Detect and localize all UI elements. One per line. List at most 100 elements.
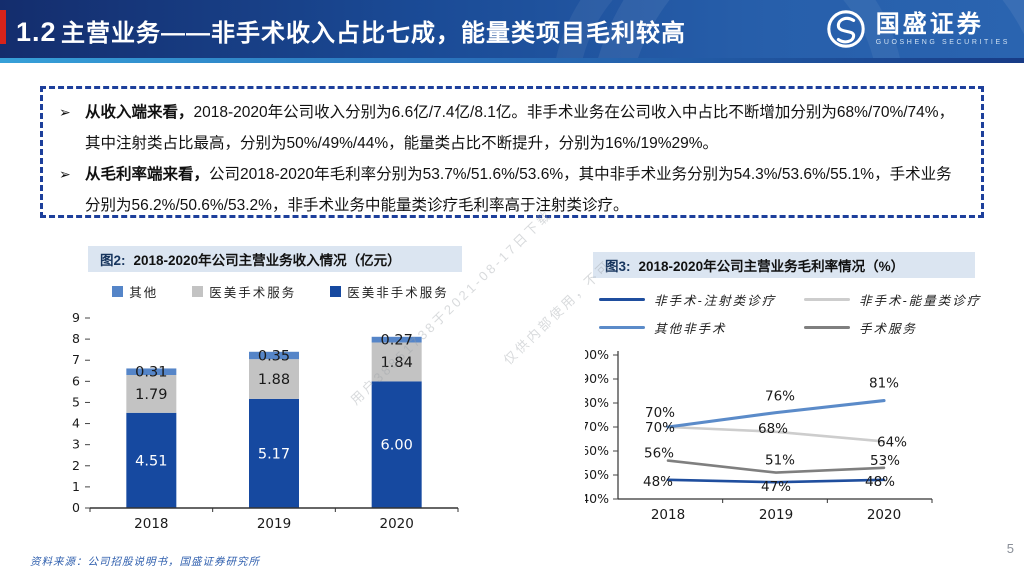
svg-text:0.31: 0.31 (135, 365, 167, 381)
revenue-chart-card: 图2: 2018-2020年公司主营业务收入情况（亿元） 其他 医美手术服务 医美非… (58, 246, 503, 554)
svg-text:100%: 100% (585, 347, 609, 362)
legend-item: 手术服务 (804, 318, 999, 337)
svg-text:68%: 68% (758, 421, 788, 437)
source-note: 资料来源：公司招股说明书，国盛证券研究所 (30, 556, 260, 568)
legend-swatch (804, 298, 850, 301)
margin-chart-title-text: 2018-2020年公司主营业务毛利率情况（%） (638, 259, 905, 274)
legend-label: 医美手术服务 (209, 286, 297, 300)
svg-text:81%: 81% (869, 376, 899, 392)
guosheng-logo-icon (827, 10, 865, 48)
legend-item: 其他非手术 (599, 318, 804, 337)
logo-text: 国盛证券 GUOSHENG SECURITIES (875, 10, 1010, 47)
svg-text:76%: 76% (765, 389, 795, 405)
svg-text:70%: 70% (645, 420, 675, 436)
svg-text:5.17: 5.17 (258, 446, 290, 462)
legend-swatch (330, 286, 342, 297)
svg-text:6.00: 6.00 (381, 438, 413, 454)
svg-text:0.27: 0.27 (381, 333, 413, 349)
svg-text:2: 2 (72, 458, 80, 473)
legend-label: 非手术-注射类诊疗 (654, 294, 777, 308)
svg-text:8: 8 (72, 331, 80, 346)
bullet-margin-text: 公司2018-2020年毛利率分别为53.7%/51.6%/53.6%，其中非手… (85, 166, 952, 214)
red-accent-bar (0, 10, 6, 44)
header-divider (0, 58, 1024, 63)
svg-text:2020: 2020 (379, 516, 413, 532)
figure-2-label: 图2: (100, 253, 126, 268)
legend-item: 医美手术服务 (192, 282, 296, 301)
svg-text:80%: 80% (585, 395, 609, 410)
svg-text:1.79: 1.79 (135, 387, 167, 403)
bullet-arrow-icon: ➢ (59, 166, 71, 182)
svg-text:7: 7 (72, 352, 80, 367)
svg-text:2019: 2019 (759, 507, 793, 523)
svg-text:50%: 50% (585, 467, 609, 482)
legend-item: 非手术-能量类诊疗 (804, 290, 999, 309)
svg-text:70%: 70% (585, 419, 609, 434)
revenue-chart-title: 图2: 2018-2020年公司主营业务收入情况（亿元） (88, 246, 462, 272)
svg-text:56%: 56% (644, 446, 674, 462)
bullet-revenue-lead: 从收入端来看， (85, 104, 194, 121)
legend-item: 其他 (112, 282, 158, 301)
bullet-margin-lead: 从毛利率端来看， (85, 166, 210, 183)
svg-text:60%: 60% (585, 443, 609, 458)
logo-name-cn: 国盛证券 (875, 10, 984, 38)
legend-swatch (599, 298, 645, 301)
legend-label: 其他 (129, 286, 159, 300)
svg-text:9: 9 (72, 310, 80, 325)
svg-text:2020: 2020 (867, 507, 901, 523)
legend-label: 手术服务 (859, 322, 918, 336)
svg-text:51%: 51% (765, 453, 795, 469)
legend-label: 非手术-能量类诊疗 (859, 294, 982, 308)
margin-line-chart: 40% 50% 60% 70% 80% 90% 100% 2018 2019 2020 70% 68%… (585, 347, 933, 523)
svg-text:4: 4 (72, 416, 80, 431)
legend-swatch (804, 326, 850, 329)
svg-text:0.35: 0.35 (258, 348, 290, 364)
legend-label: 其他非手术 (654, 322, 727, 336)
svg-text:2018: 2018 (651, 507, 685, 523)
legend-item: 医美非手术服务 (330, 282, 449, 301)
revenue-chart-legend: 其他 医美手术服务 医美非手术服务 (58, 282, 503, 301)
revenue-stacked-bar-chart: 0 1 2 3 4 5 6 7 8 9 4.51 1.79 0.31 2018 5.17 1.88 0.35 20… (72, 310, 459, 532)
svg-text:1.84: 1.84 (381, 355, 413, 371)
svg-text:90%: 90% (585, 371, 609, 386)
company-logo: 国盛证券 GUOSHENG SECURITIES (825, 8, 1010, 50)
svg-text:6: 6 (72, 373, 80, 388)
section-number: 1.2 (16, 17, 57, 47)
svg-text:48%: 48% (865, 474, 895, 490)
logo-name-en: GUOSHENG SECURITIES (875, 38, 1010, 46)
svg-text:40%: 40% (585, 491, 609, 506)
svg-text:64%: 64% (877, 434, 907, 450)
key-points-box: ➢ 从收入端来看，2018-2020年公司收入分别为6.6亿/7.4亿/8.1亿。… (40, 86, 984, 218)
svg-text:2019: 2019 (257, 516, 291, 532)
margin-chart-card: 图3: 2018-2020年公司主营业务毛利率情况（%） 非手术-注射类诊疗 非手… (585, 252, 1017, 544)
bullet-revenue: ➢ 从收入端来看，2018-2020年公司收入分别为6.6亿/7.4亿/8.1亿。… (57, 97, 961, 159)
svg-text:48%: 48% (643, 474, 673, 490)
svg-text:2018: 2018 (134, 516, 168, 532)
page-title-text: 主营业务——非手术收入占比七成，能量类项目毛利较高 (61, 20, 686, 47)
svg-text:47%: 47% (761, 479, 791, 495)
page-title: 1.2 主营业务——非手术收入占比七成，能量类项目毛利较高 (16, 13, 686, 48)
header-bar: 1.2 主营业务——非手术收入占比七成，能量类项目毛利较高 国盛证券 GUOSH… (0, 0, 1024, 58)
svg-text:70%: 70% (645, 405, 675, 421)
figure-3-label: 图3: (605, 259, 631, 274)
page-number: 5 (1006, 541, 1014, 556)
legend-swatch (599, 326, 645, 329)
svg-text:5: 5 (72, 394, 80, 409)
svg-text:1: 1 (72, 479, 80, 494)
bullet-revenue-text: 2018-2020年公司收入分别为6.6亿/7.4亿/8.1亿。非手术业务在公司… (85, 104, 955, 152)
svg-text:53%: 53% (870, 453, 900, 469)
svg-text:4.51: 4.51 (135, 453, 167, 469)
svg-text:1.88: 1.88 (258, 372, 290, 388)
svg-text:3: 3 (72, 437, 80, 452)
legend-item: 非手术-注射类诊疗 (599, 290, 804, 309)
revenue-chart-title-text: 2018-2020年公司主营业务收入情况（亿元） (133, 253, 401, 268)
bullet-margin: ➢ 从毛利率端来看，公司2018-2020年毛利率分别为53.7%/51.6%/5… (57, 159, 961, 221)
margin-chart-legend: 非手术-注射类诊疗 非手术-能量类诊疗其他非手术 手术服务 (599, 290, 1017, 337)
svg-text:0: 0 (72, 500, 80, 515)
bullet-arrow-icon: ➢ (59, 104, 71, 120)
legend-swatch (112, 286, 124, 297)
margin-chart-title: 图3: 2018-2020年公司主营业务毛利率情况（%） (593, 252, 975, 278)
legend-swatch (192, 286, 204, 297)
legend-label: 医美非手术服务 (347, 286, 449, 300)
